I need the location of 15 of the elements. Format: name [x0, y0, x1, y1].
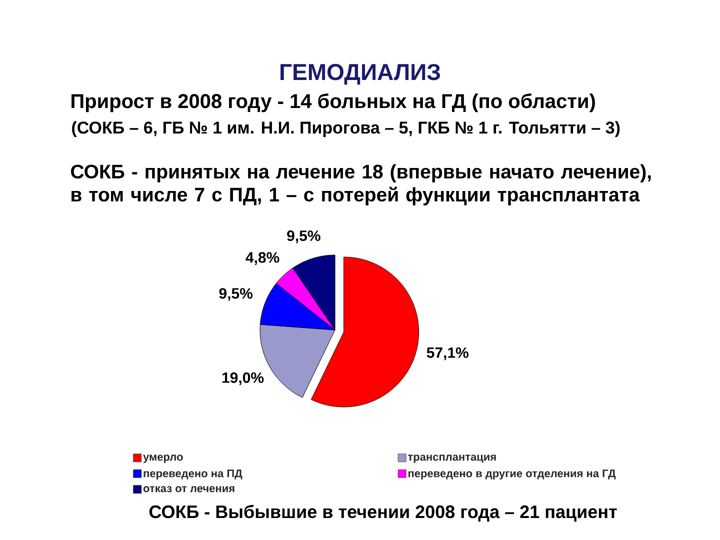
- data-label: 9,5%: [219, 288, 253, 301]
- data-label: 9,5%: [287, 230, 320, 244]
- legend-label: отказ от лечения: [143, 486, 234, 492]
- legend-label: трансплантация: [408, 454, 496, 463]
- text: Прирост в 2008 году - 14 больных на ГД (по области): [72, 93, 595, 112]
- text: СОКБ - Выбывшие в течении 2008 года – 21 пациент: [149, 504, 617, 522]
- legend-label: умерло: [143, 454, 183, 463]
- data-label: 19,0%: [222, 372, 264, 386]
- data-label: 4,8%: [246, 252, 280, 265]
- text: (СОКБ – 6, ГБ № 1 им. Н.И. Пирогова – 5, ГКБ № 1 г. Тольятти – 3): [72, 121, 620, 138]
- data-label: 57,1%: [426, 347, 468, 360]
- legend-label: переведено в другие отделения на ГД: [408, 470, 616, 480]
- chart-title: ГЕМОДИАЛИЗ: [280, 64, 440, 85]
- legend-label: переведено на ПД: [144, 470, 242, 480]
- text: СОКБ - принятых на лечение 18 (впервые начато лечение), в том числе 7 с ПД, 1 – с потерей функции трансплантата: [71, 164, 651, 206]
